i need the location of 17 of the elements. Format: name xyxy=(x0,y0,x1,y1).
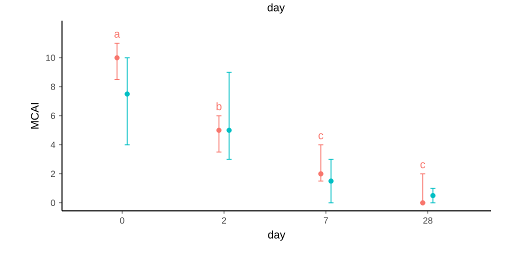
x-tick-label: 7 xyxy=(324,217,328,224)
y-tick-label: 2 xyxy=(50,170,56,178)
chart-title: day xyxy=(268,3,285,14)
annotation: c xyxy=(318,133,324,140)
y-tick-label: 6 xyxy=(50,112,56,120)
x-tick-label: 28 xyxy=(423,217,432,224)
x-axis-title: day xyxy=(268,230,286,241)
annotation: a xyxy=(114,32,120,38)
annotation: b xyxy=(216,102,222,110)
annotation: c xyxy=(420,162,426,168)
y-tick-label: 0 xyxy=(50,200,56,206)
y-tick-label: 8 xyxy=(50,84,56,90)
x-tick-label: 0 xyxy=(120,217,124,224)
x-tick-label: 2 xyxy=(222,217,226,224)
y-axis-title: MCAI xyxy=(30,103,39,129)
y-tick-label: 4 xyxy=(50,142,56,148)
y-tick-label: 10 xyxy=(46,54,56,62)
